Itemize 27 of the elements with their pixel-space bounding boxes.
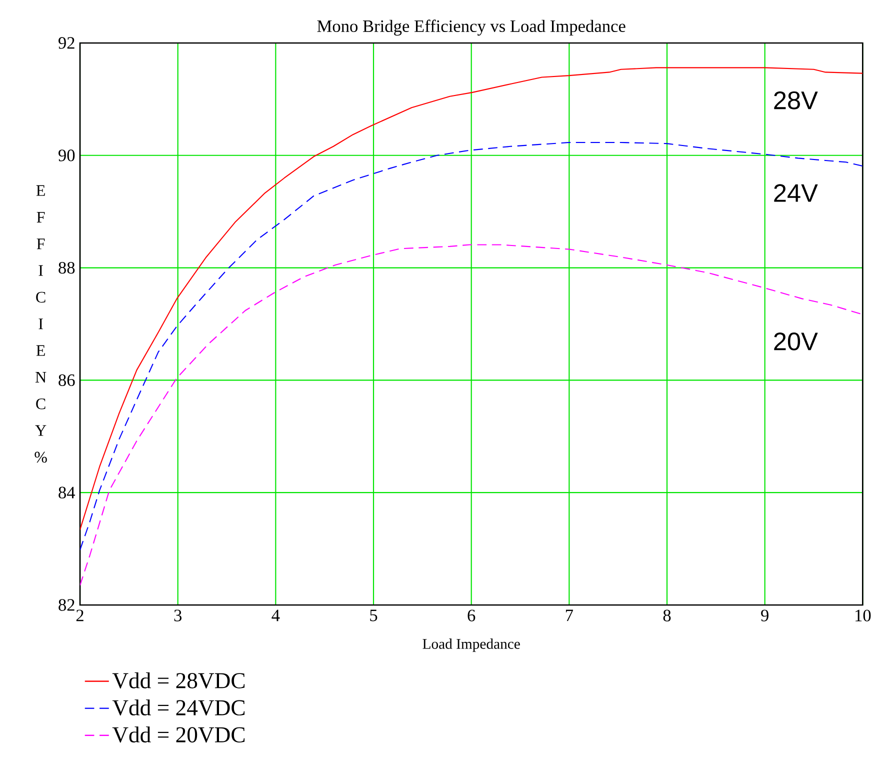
x-tick-label: 4 — [272, 610, 280, 622]
x-tick-label: 6 — [468, 610, 476, 622]
x-tick-label: 5 — [370, 610, 378, 622]
legend-label: Vdd = 28VDC — [112, 672, 245, 688]
y-tick-label: 84 — [58, 486, 76, 498]
x-axis-title: Load Impedance — [422, 638, 520, 652]
x-tick-label: 3 — [174, 610, 182, 622]
line-series — [80, 142, 863, 550]
y-tick-label: 90 — [58, 150, 75, 162]
line-series — [80, 67, 863, 530]
annotation: 24V — [774, 184, 818, 202]
x-tick-label: 9 — [761, 610, 768, 622]
line-series — [80, 244, 863, 586]
x-tick-label: 2 — [76, 610, 84, 622]
annotation: 20V — [774, 332, 818, 350]
legend-label: Vdd = 20VDC — [112, 726, 245, 743]
x-tick-label: 7 — [566, 610, 574, 622]
legend-label: Vdd = 24VDC — [112, 699, 245, 716]
x-tick-label: 10 — [856, 610, 871, 622]
y-tick-label: 88 — [58, 262, 75, 274]
y-tick-label: 86 — [58, 374, 75, 386]
x-tick-label: 8 — [663, 610, 671, 622]
y-tick-label: 82 — [58, 599, 74, 611]
annotation: 28V — [774, 91, 818, 110]
text: E F F I C I E N C Y % — [34, 185, 47, 463]
y-tick-label: 92 — [58, 37, 74, 49]
chart-title: Mono Bridge Efficiency vs Load Impedance — [317, 20, 626, 36]
